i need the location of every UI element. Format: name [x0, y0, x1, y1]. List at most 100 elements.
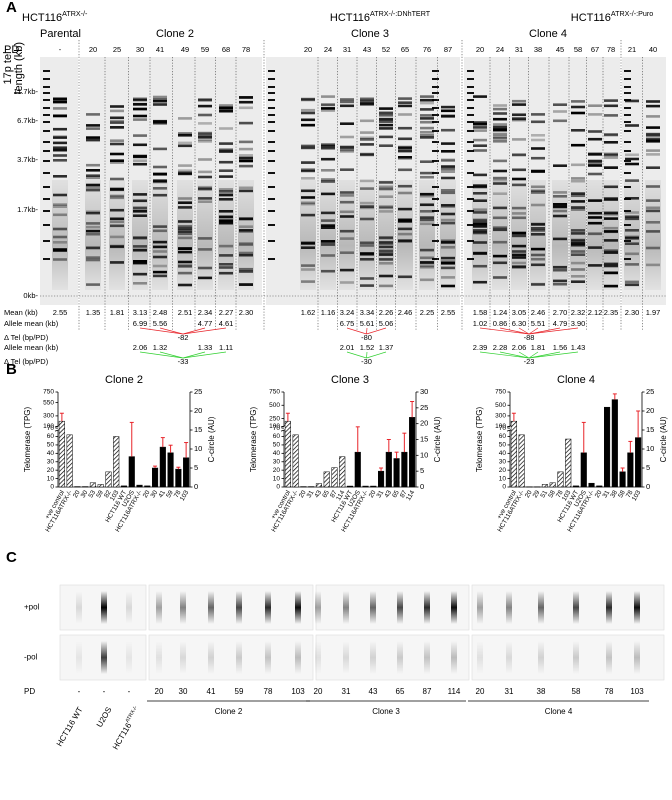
telomere-band: [553, 195, 567, 198]
ladder-band: [432, 86, 439, 88]
blot-signal: [101, 591, 107, 624]
blot-signal: [76, 591, 82, 624]
bracket-line: [346, 327, 367, 335]
y-axis-title: Telomerase (TPG): [249, 406, 258, 472]
blot-signal: [573, 641, 579, 674]
telomere-band: [646, 230, 660, 233]
telomere-band: [239, 100, 253, 104]
x-tick-label: 31: [376, 489, 386, 499]
x-tick-label: 51: [539, 489, 549, 499]
telomere-band: [531, 257, 545, 261]
telomere-band: [53, 154, 67, 157]
bar: [331, 467, 338, 488]
telomere-band: [531, 113, 545, 116]
pd-value: 20: [476, 45, 484, 54]
pd-value: 30: [136, 45, 144, 54]
telomere-band: [512, 117, 526, 121]
pd-value: 31: [342, 687, 351, 696]
telomere-band: [321, 103, 335, 106]
telomere-band: [512, 216, 526, 220]
telomere-band: [588, 199, 602, 202]
allele-mean: 1.11: [219, 343, 233, 352]
blot-signal: [126, 591, 132, 624]
telomere-band: [53, 127, 67, 131]
panel-label: B: [6, 361, 17, 378]
telomere-band: [604, 99, 618, 102]
pd-row-label: PD: [24, 687, 35, 696]
x-tick-label: 87: [329, 489, 339, 499]
telomere-band: [398, 275, 412, 279]
ladder-band: [467, 160, 474, 162]
telomere-band: [340, 229, 354, 233]
telomere-band: [441, 246, 455, 249]
telomere-band: [53, 114, 67, 118]
bar: [136, 484, 143, 488]
y-tick-label: 500: [269, 402, 280, 409]
ladder-band: [268, 258, 275, 260]
y-axis-title: 17p tel: [2, 51, 14, 84]
ladder-band: [432, 141, 439, 143]
ladder-band: [43, 107, 50, 109]
telomere-band: [86, 127, 100, 130]
bar: [354, 451, 361, 488]
telomere-band: [321, 95, 335, 98]
bar: [58, 420, 65, 488]
blot-signal: [370, 641, 376, 674]
pd-value: -: [103, 687, 106, 696]
telomere-band: [321, 240, 335, 243]
x-tick-label: 103: [179, 489, 191, 502]
telomere-band: [53, 141, 67, 145]
lane-smear: [624, 180, 640, 290]
lane-smear: [320, 180, 336, 290]
telomere-band: [321, 144, 335, 148]
ladder-band: [432, 198, 439, 200]
bar: [66, 434, 73, 488]
telomere-band: [553, 282, 567, 286]
bar: [409, 417, 416, 488]
blot-panel: [315, 584, 470, 631]
telomere-band: [379, 111, 393, 115]
telomere-band: [219, 194, 233, 197]
row-label: Δ Tel (bp/PD): [4, 357, 49, 366]
telomere-band: [604, 133, 618, 136]
telomere-band: [441, 128, 455, 132]
telomere-band: [340, 168, 354, 171]
pd-value: 114: [448, 687, 461, 696]
mean-value: 2.34: [198, 308, 213, 317]
telomere-band: [340, 191, 354, 194]
telomere-band: [178, 232, 192, 236]
ladder-band: [432, 130, 439, 132]
blot-signal: [295, 641, 301, 674]
telomere-band: [553, 164, 567, 167]
telomere-band: [219, 219, 233, 223]
telomere-band: [133, 207, 147, 210]
ladder-band: [268, 186, 275, 188]
y-tick-label: 100: [43, 423, 54, 430]
size-marker: 1.7kb-: [17, 205, 38, 214]
telomere-band: [398, 97, 412, 100]
telomere-band: [360, 187, 374, 190]
y-tick-label: 100: [269, 423, 280, 430]
allele-mean: 1.43: [571, 343, 586, 352]
telomere-band: [178, 260, 192, 264]
allele-mean: 2.28: [493, 343, 508, 352]
telomere-band: [110, 194, 124, 198]
blot-signal: [236, 591, 242, 624]
ladder-band: [268, 172, 275, 174]
telomere-band: [133, 103, 147, 106]
x-tick-label: 29: [532, 489, 542, 499]
telomere-band: [646, 149, 660, 152]
telomere-band: [493, 140, 507, 143]
telomere-band: [379, 123, 393, 127]
telomere-band: [239, 242, 253, 245]
blot-signal: [343, 591, 349, 624]
telomere-band: [301, 264, 315, 267]
telomere-band: [340, 237, 354, 240]
telomere-band: [571, 105, 585, 109]
y-tick-label: 50: [499, 442, 507, 449]
telomere-band: [604, 251, 618, 254]
bracket-line: [518, 327, 530, 335]
telomere-band: [198, 140, 212, 143]
